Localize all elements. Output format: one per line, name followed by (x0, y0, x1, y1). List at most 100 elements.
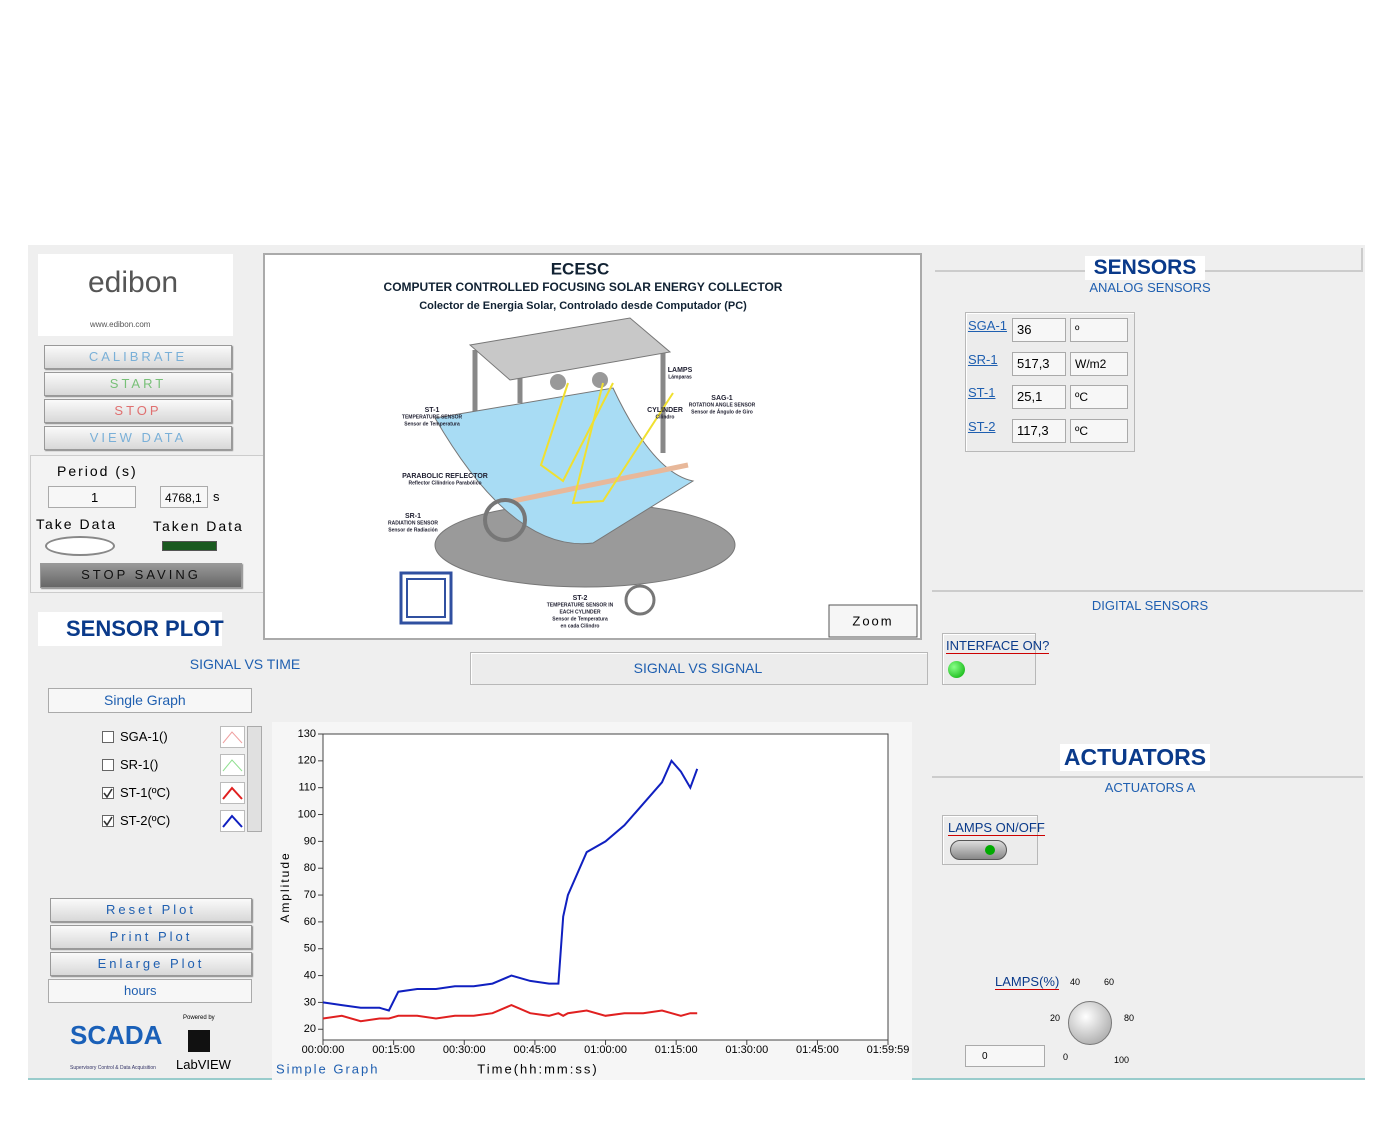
x-tick-label: 01:15:00 (655, 1044, 698, 1056)
taken-unit: s (213, 489, 220, 504)
legend-checkbox[interactable] (102, 787, 114, 799)
legend-line (222, 814, 243, 828)
lamps-switch-led (985, 845, 995, 855)
y-tick-label: 60 (304, 916, 316, 928)
knob-label: 40 (1070, 977, 1081, 987)
control-button[interactable]: VIEW DATA (44, 426, 232, 450)
plot-button[interactable]: Print Plot (50, 925, 252, 949)
taken-value: 4768,1 (160, 486, 208, 508)
diagram-label: RADIATION SENSOR (388, 520, 438, 526)
legend-swatch[interactable] (220, 754, 245, 776)
check (103, 788, 113, 798)
cylinder (512, 462, 689, 504)
tab[interactable]: SIGNAL VS SIGNAL (470, 652, 928, 685)
taken-data-label: Taken Data (153, 518, 244, 534)
labview-label: LabVIEW (176, 1057, 231, 1072)
lamps-switch[interactable] (950, 840, 1007, 860)
legend-icon (222, 786, 243, 800)
knob-label: 60 (1104, 977, 1115, 987)
legend-scrollbar[interactable] (247, 726, 262, 832)
powered-by: Powered by (183, 1015, 215, 1021)
check (103, 816, 113, 826)
diagram-label: LAMPS (668, 367, 693, 374)
legend-icon (222, 814, 243, 828)
graph-mode-dropdown[interactable]: Single Graph (48, 688, 252, 713)
control-button[interactable]: STOP (44, 399, 232, 423)
logo-box: edibon www.edibon.com (38, 254, 233, 336)
stop-saving-button[interactable]: STOP SAVING (40, 563, 242, 588)
legend-name: ST-2(ºC) (120, 813, 171, 828)
plot-button[interactable]: Enlarge Plot (50, 952, 252, 976)
check-mark (103, 788, 113, 798)
diagram-label: EACH CYLINDER (559, 609, 601, 615)
wheel (483, 498, 527, 542)
wheel (624, 584, 656, 616)
sensors-title: SENSORS (1085, 256, 1205, 280)
sensor-plot-box (38, 612, 222, 646)
logo: edibon (88, 266, 179, 299)
diagram-label: ROTATION ANGLE SENSOR (689, 402, 756, 408)
lamps-switch-label: LAMPS ON/OFF (948, 820, 1045, 836)
y-tick-label: 40 (304, 969, 316, 981)
x-tick-label: 00:45:00 (513, 1044, 556, 1056)
diagram-label: Reflector Cilíndrico Parabólico (408, 480, 481, 486)
legend-checkbox[interactable] (102, 759, 114, 771)
lamps-level-label: LAMPS(%) (995, 974, 1060, 990)
period-input[interactable]: 1 (48, 486, 136, 508)
diagram-label: TEMPERATURE SENSOR (402, 414, 463, 420)
lamps-knob[interactable] (1068, 1001, 1112, 1045)
time-unit-dropdown[interactable]: hours (48, 979, 252, 1003)
tab-label: SIGNAL VS SIGNAL (633, 660, 763, 676)
legend-name: SGA-1() (120, 729, 168, 744)
check-mark (103, 816, 113, 826)
x-tick-label: 00:30:00 (443, 1044, 486, 1056)
legend-swatch[interactable] (220, 726, 245, 748)
zoom-button[interactable] (828, 604, 918, 638)
diagram-code: ECESC (551, 259, 610, 278)
sensor-label: ST-1 (968, 385, 996, 400)
knob-label: 0 (1063, 1052, 1069, 1062)
sensor-box-inner (406, 578, 446, 618)
legend-name: ST-1(ºC) (120, 785, 171, 800)
tab[interactable]: SIGNAL VS TIME (30, 652, 468, 685)
x-tick-label: 01:59:59 (867, 1044, 910, 1056)
sensor-value: 25,1 (1012, 385, 1066, 409)
legend-line (222, 759, 243, 772)
tab-label: SIGNAL VS TIME (189, 656, 301, 672)
legend-name: SR-1() (120, 757, 159, 772)
sensor-box (399, 571, 453, 625)
data-line (322, 1004, 698, 1023)
lamp (550, 374, 566, 390)
y-tick-label: 120 (298, 755, 316, 767)
legend-icon (222, 731, 243, 744)
x-axis-label: Time(hh:mm:ss) (477, 1061, 598, 1076)
y-axis-label: Amplitude (278, 851, 292, 922)
sensor-value: 36 (1012, 318, 1066, 342)
take-data-switch[interactable] (45, 536, 115, 556)
taken-data-led (162, 541, 217, 551)
legend-checkbox[interactable] (102, 815, 114, 827)
control-button[interactable]: START (44, 372, 232, 396)
sensor-plot-title: SENSOR PLOT (66, 616, 224, 641)
scada-logo: SCADA (70, 1020, 163, 1050)
y-tick-label: 20 (304, 1023, 316, 1035)
control-button[interactable]: CALIBRATE (44, 345, 232, 369)
sensor-label: SR-1 (968, 351, 998, 367)
y-tick-label: 100 (298, 808, 316, 820)
diagram-label: ST-1 (425, 407, 440, 414)
light-ray (571, 382, 674, 505)
legend-checkbox[interactable] (102, 731, 114, 743)
knob-label: 100 (1114, 1055, 1130, 1065)
legend-swatch[interactable] (220, 810, 245, 832)
actuators-subtitle: ACTUATORS A (1104, 780, 1196, 795)
legend-swatch[interactable] (220, 782, 245, 804)
plot-button[interactable]: Reset Plot (50, 898, 252, 922)
divider (932, 590, 1363, 592)
y-tick-label: 70 (304, 889, 316, 901)
zoom-label: Zoom (852, 613, 893, 628)
lamps-level-input[interactable]: 0 (965, 1045, 1045, 1067)
plot-name: Simple Graph (276, 1061, 379, 1076)
y-tick-label: 50 (304, 943, 316, 955)
x-tick-label: 01:00:00 (584, 1044, 627, 1056)
